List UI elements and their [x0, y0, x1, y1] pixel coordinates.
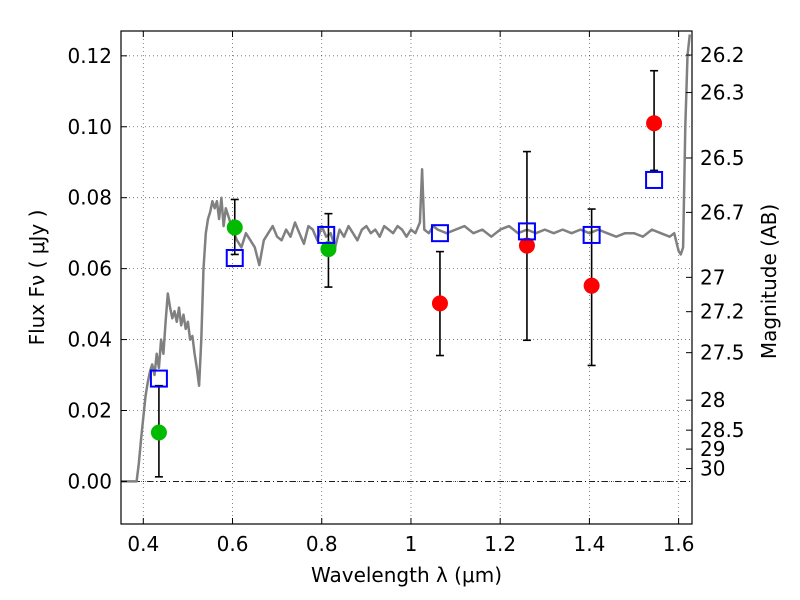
magnitude-tick-label: 30: [700, 457, 725, 481]
magnitude-tick-label: 28: [700, 388, 725, 412]
magnitude-tick-label: 28.5: [700, 418, 745, 442]
y-tick-label: 0.12: [67, 44, 112, 68]
model-box-point: [149, 369, 168, 388]
y-tick-label: 0.06: [67, 257, 112, 281]
x-tick-label: 1.4: [573, 532, 605, 556]
y-tick-label: 0.04: [67, 328, 112, 352]
x-axis-label: Wavelength λ (μm): [311, 563, 502, 587]
model-box-point: [582, 225, 601, 244]
grid: [121, 31, 692, 524]
y-tick-label: 0.02: [67, 399, 112, 423]
tick-layer: 0.4 0.6 0.8 1 1.2 1.4 1.6 0.00 0.02 0.04 0.06 0.08 0…: [67, 31, 745, 556]
plot-frame: [120, 30, 693, 525]
model-box-point: [317, 225, 336, 244]
y-tick-label: 0.00: [67, 469, 112, 493]
sed-curve: [121, 34, 692, 483]
red-data-point: [518, 237, 535, 254]
green-data-point: [226, 219, 243, 236]
x-tick-label: 1.2: [484, 532, 516, 556]
magnitude-tick-label: 26.7: [700, 200, 745, 224]
y-tick-label: 0.10: [67, 115, 112, 139]
magnitude-axis-label: Magnitude (AB): [757, 204, 781, 359]
errorbar-layer: [154, 69, 659, 478]
magnitude-tick-label: 27.5: [700, 341, 745, 365]
model-box-point: [645, 170, 664, 189]
green-data-point: [320, 241, 337, 258]
red-data-point: [583, 277, 600, 294]
magnitude-tick-label: 26.3: [700, 81, 745, 105]
x-tick-label: 0.6: [217, 532, 249, 556]
red-data-point: [431, 295, 448, 312]
y-axis-label: Flux Fν ( μJy ): [25, 210, 49, 346]
x-tick-label: 1.6: [663, 532, 695, 556]
x-tick-label: 0.8: [306, 532, 338, 556]
x-tick-label: 0.4: [127, 532, 159, 556]
magnitude-tick-label: 26.2: [700, 43, 745, 67]
magnitude-tick-label: 26.5: [700, 146, 745, 170]
sed-curve-layer: [121, 34, 692, 483]
magnitude-tick-label: 27: [700, 265, 725, 289]
green-data-point: [150, 424, 167, 441]
marker-layer: [149, 115, 664, 441]
x-tick-label: 1: [405, 532, 418, 556]
magnitude-tick-label: 29: [700, 437, 725, 461]
magnitude-tick-label: 27.2: [700, 300, 745, 324]
y-tick-label: 0.08: [67, 186, 112, 210]
model-box-point: [225, 248, 244, 267]
model-box-point: [430, 224, 449, 243]
red-data-point: [646, 115, 663, 132]
model-box-point: [517, 222, 536, 241]
